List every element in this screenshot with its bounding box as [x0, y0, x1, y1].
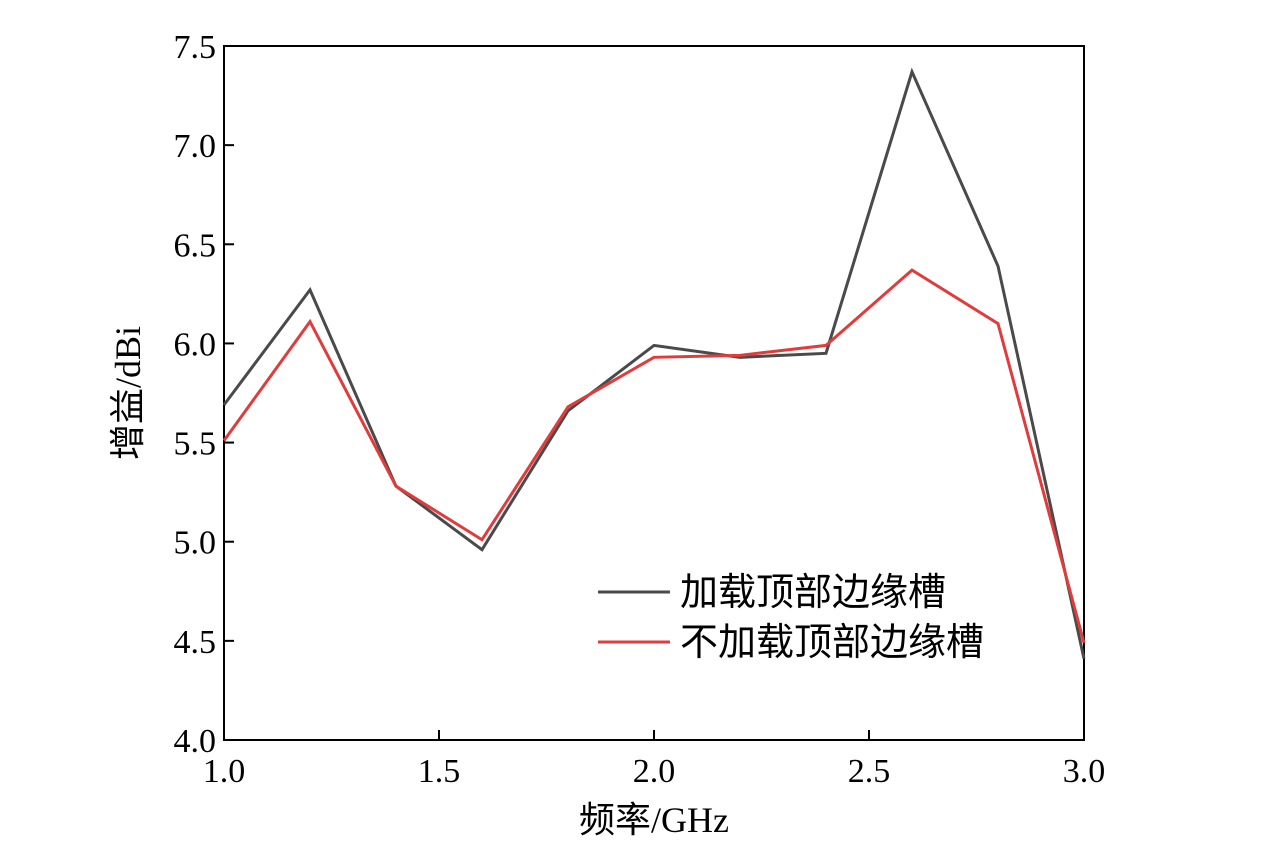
y-tick-label-7: 7.5 — [174, 29, 217, 66]
x-tick-label-3: 2.5 — [848, 753, 891, 790]
x-tick-label-4: 3.0 — [1063, 753, 1106, 790]
series-lines — [222, 67, 1086, 660]
tick-labels: 1.0 1.5 2.0 2.5 3.0 4.0 4.5 5.0 5.5 6.0 6.5 7.0 7.5 — [174, 29, 1106, 790]
y-tick-label-0: 4.0 — [174, 723, 217, 760]
axis-ticks — [223, 45, 1085, 741]
y-tick-label-2: 5.0 — [174, 525, 217, 562]
x-tick-label-1: 1.5 — [418, 753, 461, 790]
y-tick-label-6: 7.0 — [174, 128, 217, 165]
y-axis-title: 增益/dBi — [108, 326, 148, 460]
y-tick-label-4: 6.0 — [174, 326, 217, 363]
legend-label-series-2: 不加载顶部边缘槽 — [680, 622, 984, 664]
x-axis-title: 频率/GHz — [579, 800, 729, 840]
y-tick-label-3: 5.5 — [174, 426, 217, 463]
legend: 加载顶部边缘槽 不加载顶部边缘槽 — [598, 572, 984, 664]
x-tick-label-0: 1.0 — [203, 753, 246, 790]
series-line-2 — [222, 268, 1086, 644]
y-tick-label-1: 4.5 — [174, 624, 217, 661]
legend-label-series-1: 加载顶部边缘槽 — [680, 572, 946, 614]
x-tick-label-2: 2.0 — [633, 753, 676, 790]
y-tick-label-5: 6.5 — [174, 227, 217, 264]
series-line-1 — [222, 67, 1086, 660]
